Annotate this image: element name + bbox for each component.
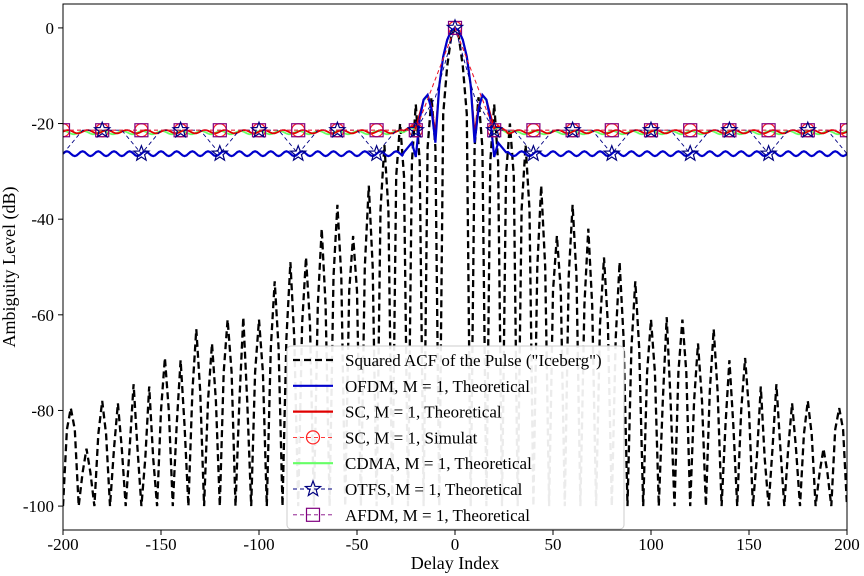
series-sc-sim-line — [63, 26, 847, 131]
otfs-marker — [288, 144, 308, 162]
afdm-marker — [683, 123, 698, 138]
otfs-marker — [92, 120, 112, 139]
legend-box — [286, 345, 625, 530]
otfs-marker — [484, 120, 504, 139]
legend-label-iceberg: Squared ACF of the Pulse ("Iceberg") — [345, 351, 602, 370]
otfs-marker — [798, 120, 818, 139]
x-tick-label: -100 — [243, 535, 274, 554]
legend-label-afdm: AFDM, M = 1, Theoretical — [345, 506, 530, 525]
otfs-marker — [445, 18, 465, 36]
otfs-marker — [171, 120, 190, 139]
x-tick-label: 50 — [545, 535, 562, 554]
y-tick-label: 0 — [46, 19, 55, 38]
y-axis-label: Ambiguity Level (dB) — [0, 187, 20, 348]
otfs-marker — [367, 144, 386, 162]
otfs-marker — [249, 120, 269, 139]
x-tick-label: -200 — [47, 535, 78, 554]
afdm-marker — [134, 123, 149, 138]
y-tick-label: -80 — [31, 401, 54, 420]
otfs-marker — [406, 120, 426, 139]
y-tick-label: -20 — [31, 115, 54, 134]
legend-label-otfs: OTFS, M = 1, Theoretical — [345, 480, 523, 499]
series-layer — [63, 18, 847, 507]
x-tick-label: 100 — [638, 535, 664, 554]
otfs-marker — [680, 144, 700, 162]
legend-marker-otfs — [303, 479, 323, 497]
otfs-marker — [328, 120, 347, 139]
x-axis-label: Delay Index — [411, 553, 499, 573]
legend-marker-sc_sim — [305, 430, 321, 445]
afdm-marker — [604, 123, 619, 138]
otfs-marker — [602, 144, 622, 162]
otfs-marker — [524, 144, 543, 162]
otfs-marker — [132, 144, 151, 162]
legend-label-ofdm: OFDM, M = 1, Theoretical — [345, 377, 530, 396]
afdm-marker — [369, 123, 384, 138]
x-axis: -200 -150 -100 -50 0 50 100 150 200 — [47, 530, 860, 554]
legend: Squared ACF of the Pulse ("Iceberg") OFDM… — [286, 345, 625, 530]
x-tick-label: 150 — [736, 535, 762, 554]
afdm-marker — [212, 123, 227, 138]
otfs-marker — [759, 144, 778, 162]
legend-marker-afdm — [305, 507, 321, 522]
otfs-marker — [563, 120, 582, 139]
x-tick-label: -50 — [346, 535, 369, 554]
y-tick-label: -40 — [31, 210, 54, 229]
y-axis: 0 -20 -40 -60 -80 -100 — [23, 19, 63, 516]
afdm-marker — [839, 123, 847, 138]
x-tick-label: 200 — [834, 535, 860, 554]
x-tick-label: -150 — [145, 535, 176, 554]
afdm-marker — [526, 123, 541, 138]
x-tick-label: 0 — [451, 535, 460, 554]
otfs-marker — [641, 120, 661, 139]
legend-label-cdma: CDMA, M = 1, Theoretical — [345, 454, 532, 473]
y-tick-label: -60 — [31, 306, 54, 325]
afdm-marker — [63, 123, 71, 138]
otfs-marker — [720, 120, 739, 139]
legend-label-sc: SC, M = 1, Theoretical — [345, 403, 502, 422]
otfs-marker — [210, 144, 230, 162]
afdm-marker — [761, 123, 776, 138]
afdm-marker — [291, 123, 306, 138]
legend-label-sc_sim: SC, M = 1, Simulat — [345, 428, 478, 447]
y-tick-label: -100 — [23, 497, 54, 516]
